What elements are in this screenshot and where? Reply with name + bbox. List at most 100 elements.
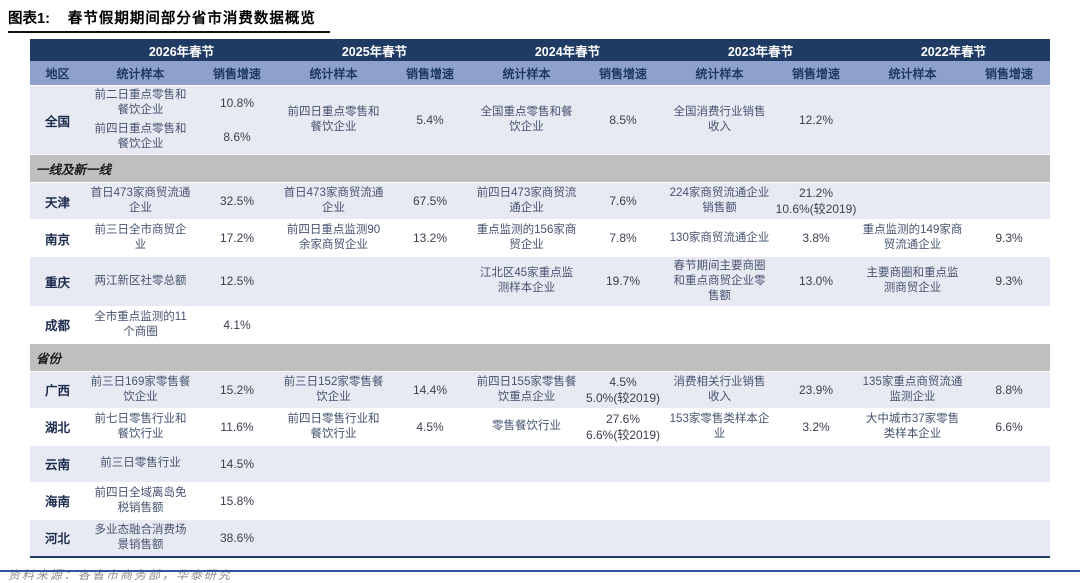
- growth-value: 23.9%: [798, 382, 834, 397]
- sample-cell: 前三日169家零售餐饮企业: [90, 375, 191, 403]
- year-header: 2024年春节: [534, 44, 601, 59]
- region-cell: 广西: [44, 384, 70, 399]
- year-cell-group: 春节期间主要商圈和重点商贸企业零售额 13.0%: [664, 257, 857, 306]
- growth-column-header: 销售增速: [212, 66, 261, 81]
- growth-cell: 38.6%: [196, 530, 278, 546]
- year-cell-group: [664, 520, 857, 556]
- sample-column-header: 统计样本: [309, 66, 358, 81]
- bottom-rule: [0, 570, 1080, 572]
- growth-cell: 13.2%: [389, 230, 471, 246]
- year-cell-group: 224家商贸流通企业销售额 21.2% 10.6%(较2019): [664, 183, 857, 219]
- growth-cell: 9.3%: [968, 273, 1050, 289]
- year-cell-group: [471, 520, 664, 556]
- year-cell-group: 135家重点商贸流通监测企业 8.8%: [857, 372, 1050, 408]
- year-cell-group: 零售餐饮行业 27.6% 6.6%(较2019): [471, 409, 664, 445]
- year-cell-group: 多业态融合消费场景销售额 38.6%: [85, 520, 278, 556]
- section-header-row: 省份: [30, 342, 1050, 371]
- sample-cell: 零售餐饮行业: [492, 420, 561, 433]
- growth-value: 14.5%: [219, 456, 255, 471]
- growth-value: 8.8%: [995, 382, 1023, 397]
- growth-value: 11.6%: [220, 419, 254, 434]
- sample-growth-entry: 前四日零售行业和餐饮行业 4.5%: [278, 409, 471, 445]
- growth-cell: 3.2%: [775, 419, 857, 435]
- year-cell-group: 全国重点零售和餐饮企业 8.5%: [471, 86, 664, 154]
- growth-cell: 15.2%: [196, 382, 278, 398]
- year-cell-group: 两江新区社零总额 12.5%: [85, 257, 278, 306]
- year-cell-group: 全市重点监测的11个商圈 4.1%: [85, 307, 278, 343]
- sample-cell: 全国重点零售和餐饮企业: [480, 106, 573, 133]
- sample-cell: 前三日152家零售餐饮企业: [283, 375, 384, 403]
- growth-cell: 10.8%: [196, 95, 278, 111]
- growth-cell: 8.8%: [968, 382, 1050, 398]
- year-cell-group: [471, 483, 664, 519]
- growth-value: 10.8%: [219, 95, 255, 110]
- growth-cell: 14.4%: [389, 382, 471, 398]
- growth-value: 14.4%: [412, 382, 448, 397]
- year-cell-group: [857, 307, 1050, 343]
- growth-value: 15.8%: [219, 493, 255, 508]
- region-cell: 南京: [44, 232, 70, 247]
- sample-cell: 前三日全市商贸企业: [94, 224, 187, 251]
- growth-value: 8.6%: [223, 129, 251, 144]
- sample-cell: 135家重点商贸流通监测企业: [862, 375, 963, 403]
- region-cell: 成都: [44, 319, 70, 334]
- growth-value: 12.5%: [219, 274, 255, 289]
- year-cell-group: 前三日169家零售餐饮企业 15.2%: [85, 372, 278, 408]
- data-table: 2026年春节 2025年春节 2024年春节 2023年春节 2022年春节 地区 统计…: [30, 39, 1050, 558]
- growth-cell: 4.5% 5.0%(较2019): [582, 374, 664, 406]
- growth-cell: 7.8%: [582, 230, 664, 246]
- table-row: 广西 前三日169家零售餐饮企业 15.2% 前三日152家零售餐饮企业 14.4% 前四…: [30, 370, 1050, 408]
- year-cell-group: [664, 307, 857, 343]
- region-cell: 云南: [44, 458, 70, 473]
- growth-value: 10.6%(较2019): [775, 202, 857, 216]
- sample-cell: 前四日重点零售和餐饮企业: [287, 106, 380, 133]
- sample-column-header: 统计样本: [116, 66, 165, 81]
- table-header-year-row: 2026年春节 2025年春节 2024年春节 2023年春节 2022年春节: [30, 39, 1050, 61]
- sample-growth-entry: 前三日零售行业 14.5%: [85, 446, 278, 482]
- growth-value: 67.5%: [412, 193, 448, 208]
- sample-growth-entry: 两江新区社零总额 12.5%: [85, 257, 278, 306]
- sample-growth-entry: 消费相关行业销售收入 23.9%: [664, 372, 857, 408]
- year-cell-group: 前四日155家零售餐饮重点企业 4.5% 5.0%(较2019): [471, 372, 664, 408]
- growth-value: 3.2%: [802, 419, 830, 434]
- growth-value: 4.1%: [223, 317, 251, 332]
- growth-column-header: 销售增速: [598, 66, 647, 81]
- year-cell-group: 全国消费行业销售收入 12.2%: [664, 86, 857, 154]
- sample-cell: 江北区45家重点监测样本企业: [479, 267, 574, 295]
- year-cell-group: 前四日零售行业和餐饮行业 4.5%: [278, 409, 471, 445]
- year-cell-group: 首日473家商贸流通企业 67.5%: [278, 183, 471, 219]
- growth-cell: 8.5%: [582, 112, 664, 128]
- growth-cell: 9.3%: [968, 230, 1050, 246]
- sample-cell: 主要商圈和重点监测商贸企业: [866, 267, 959, 295]
- table-header-sub-row: 地区 统计样本 销售增速 统计样本 销售增速 统计样本 销售增速 统计样本 销售增速 统计样本 销售…: [30, 61, 1050, 85]
- growth-value: 13.0%: [798, 274, 834, 289]
- sample-growth-entry: 重点监测的156家商贸企业 7.8%: [471, 220, 664, 256]
- year-cell-group: 主要商圈和重点监测商贸企业 9.3%: [857, 257, 1050, 306]
- growth-value: 21.2%: [798, 185, 834, 200]
- sample-growth-entry: 前七日零售行业和餐饮行业 11.6%: [85, 409, 278, 445]
- sample-growth-entry: 前四日全域离岛免税销售额 15.8%: [85, 483, 278, 519]
- sample-cell: 224家商贸流通企业销售额: [669, 187, 770, 214]
- sample-cell: 前四日零售行业和餐饮行业: [287, 412, 380, 440]
- table-row: 天津 首日473家商贸流通企业 32.5% 首日473家商贸流通企业 67.5% 前四日4…: [30, 182, 1050, 219]
- growth-value: 5.0%(较2019): [585, 390, 661, 405]
- growth-value: 27.6%: [605, 411, 641, 426]
- sample-cell: 多业态融合消费场景销售额: [94, 523, 187, 551]
- growth-value: 6.6%(较2019): [585, 427, 661, 442]
- growth-cell: 6.6%: [968, 419, 1050, 435]
- growth-cell: 7.6%: [582, 193, 664, 209]
- region-column-header: 地区: [45, 66, 70, 81]
- sample-growth-entry: 首日473家商贸流通企业 67.5%: [278, 183, 471, 219]
- year-cell-group: [278, 257, 471, 306]
- year-cell-group: [857, 520, 1050, 556]
- table-body: 全国 前二日重点零售和餐饮企业 10.8% 前四日重点零售和餐饮企业 8.6% 前四日重点…: [30, 85, 1050, 556]
- sample-growth-entry: 前四日473家商贸流通企业 7.6%: [471, 183, 664, 219]
- year-cell-group: [857, 446, 1050, 482]
- year-cell-group: 前四日重点监测90余家商贸企业 13.2%: [278, 220, 471, 256]
- growth-cell: 12.2%: [775, 112, 857, 128]
- sample-cell: 前四日重点监测90余家商贸企业: [286, 224, 381, 251]
- sample-cell: 前四日重点零售和餐饮企业: [94, 123, 187, 150]
- table-row: 河北 多业态融合消费场景销售额 38.6%: [30, 518, 1050, 556]
- sample-growth-entry: 前四日重点零售和餐饮企业 5.4%: [278, 86, 471, 154]
- region-cell: 海南: [44, 495, 70, 510]
